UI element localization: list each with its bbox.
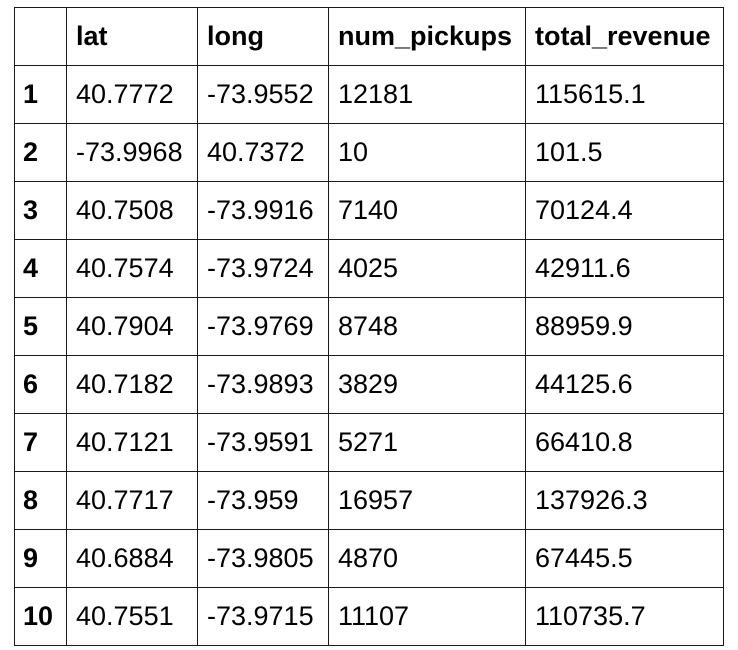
num-pickups-cell: 4870: [328, 529, 526, 588]
table-header: lat long num_pickups total_revenue: [14, 7, 724, 66]
header-row: lat long num_pickups total_revenue: [14, 7, 724, 66]
num-pickups-cell: 11107: [328, 587, 526, 646]
num-pickups-cell: 10: [328, 123, 526, 182]
num-pickups-cell: 16957: [328, 471, 526, 530]
row-index-cell: 3: [14, 181, 67, 240]
total-revenue-cell: 115615.1: [525, 65, 724, 124]
row-index-cell: 2: [14, 123, 67, 182]
lat-cell: 40.7551: [66, 587, 198, 646]
long-cell: -73.9769: [197, 297, 329, 356]
long-cell: -73.9552: [197, 65, 329, 124]
table-row: 4 40.7574 -73.9724 4025 42911.6: [14, 239, 724, 298]
table-row: 6 40.7182 -73.9893 3829 44125.6: [14, 355, 724, 414]
table-row: 8 40.7717 -73.959 16957 137926.3: [14, 471, 724, 530]
num-pickups-cell: 7140: [328, 181, 526, 240]
lat-cell: -73.9968: [66, 123, 198, 182]
long-cell: -73.9893: [197, 355, 329, 414]
table-row: 5 40.7904 -73.9769 8748 88959.9: [14, 297, 724, 356]
long-cell: -73.9591: [197, 413, 329, 472]
table-row: 7 40.7121 -73.9591 5271 66410.8: [14, 413, 724, 472]
column-header-long: long: [197, 7, 329, 66]
table-row: 10 40.7551 -73.9715 11107 110735.7: [14, 587, 724, 646]
lat-cell: 40.7904: [66, 297, 198, 356]
row-index-cell: 5: [14, 297, 67, 356]
column-header-index: [14, 7, 67, 66]
num-pickups-cell: 5271: [328, 413, 526, 472]
row-index-cell: 7: [14, 413, 67, 472]
total-revenue-cell: 70124.4: [525, 181, 724, 240]
total-revenue-cell: 42911.6: [525, 239, 724, 298]
data-table-container: lat long num_pickups total_revenue 1 40.7…: [14, 7, 724, 646]
long-cell: 40.7372: [197, 123, 329, 182]
table-row: 9 40.6884 -73.9805 4870 67445.5: [14, 529, 724, 588]
column-header-lat: lat: [66, 7, 198, 66]
row-index-cell: 6: [14, 355, 67, 414]
lat-cell: 40.7574: [66, 239, 198, 298]
row-index-cell: 4: [14, 239, 67, 298]
row-index-cell: 10: [14, 587, 67, 646]
long-cell: -73.9724: [197, 239, 329, 298]
num-pickups-cell: 4025: [328, 239, 526, 298]
long-cell: -73.9715: [197, 587, 329, 646]
column-header-total-revenue: total_revenue: [525, 7, 724, 66]
table-row: 2 -73.9968 40.7372 10 101.5: [14, 123, 724, 182]
lat-cell: 40.7121: [66, 413, 198, 472]
total-revenue-cell: 101.5: [525, 123, 724, 182]
total-revenue-cell: 110735.7: [525, 587, 724, 646]
long-cell: -73.9805: [197, 529, 329, 588]
row-index-cell: 9: [14, 529, 67, 588]
long-cell: -73.959: [197, 471, 329, 530]
row-index-cell: 1: [14, 65, 67, 124]
table-row: 1 40.7772 -73.9552 12181 115615.1: [14, 65, 724, 124]
table-row: 3 40.7508 -73.9916 7140 70124.4: [14, 181, 724, 240]
lat-cell: 40.7772: [66, 65, 198, 124]
lat-cell: 40.7182: [66, 355, 198, 414]
total-revenue-cell: 67445.5: [525, 529, 724, 588]
table-body: 1 40.7772 -73.9552 12181 115615.1 2 -73.9968 40…: [14, 65, 724, 646]
lat-cell: 40.6884: [66, 529, 198, 588]
column-header-num-pickups: num_pickups: [328, 7, 526, 66]
total-revenue-cell: 88959.9: [525, 297, 724, 356]
total-revenue-cell: 137926.3: [525, 471, 724, 530]
num-pickups-cell: 3829: [328, 355, 526, 414]
total-revenue-cell: 66410.8: [525, 413, 724, 472]
data-table: lat long num_pickups total_revenue 1 40.7…: [14, 7, 724, 646]
long-cell: -73.9916: [197, 181, 329, 240]
row-index-cell: 8: [14, 471, 67, 530]
num-pickups-cell: 12181: [328, 65, 526, 124]
lat-cell: 40.7508: [66, 181, 198, 240]
num-pickups-cell: 8748: [328, 297, 526, 356]
total-revenue-cell: 44125.6: [525, 355, 724, 414]
lat-cell: 40.7717: [66, 471, 198, 530]
